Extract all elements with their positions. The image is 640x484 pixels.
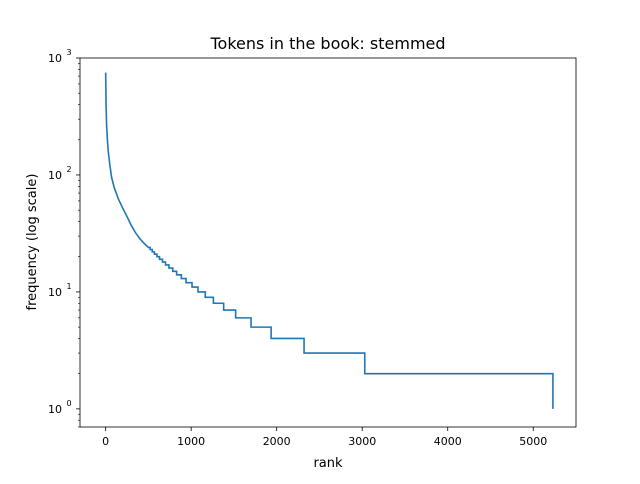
axes-frame <box>79 57 577 428</box>
axes-ticks: 0 1000 2000 3000 4000 5000 10 0 10 1 10 2 10 3 <box>48 48 547 448</box>
y-tick-label: 10 <box>48 403 62 416</box>
y-tick-label: 10 <box>48 52 62 65</box>
x-axis-label: rank <box>313 456 343 471</box>
y-axis-label: frequency (log scale) <box>25 174 40 311</box>
x-tick-label: 1000 <box>177 435 205 448</box>
plot-area <box>104 72 554 409</box>
y-tick-exponent: 2 <box>66 165 71 174</box>
x-tick-label: 0 <box>102 435 109 448</box>
x-tick-label: 4000 <box>434 435 462 448</box>
y-tick-exponent: 0 <box>66 399 71 408</box>
y-tick-label: 10 <box>48 286 62 299</box>
x-tick-label: 5000 <box>519 435 547 448</box>
chart-title: Tokens in the book: stemmed <box>209 34 445 53</box>
x-tick-label: 3000 <box>348 435 376 448</box>
y-tick-exponent: 1 <box>66 282 71 291</box>
x-tick-label: 2000 <box>263 435 291 448</box>
y-tick-exponent: 3 <box>66 48 71 57</box>
y-tick-label: 10 <box>48 169 62 182</box>
series-line-0 <box>104 72 554 409</box>
